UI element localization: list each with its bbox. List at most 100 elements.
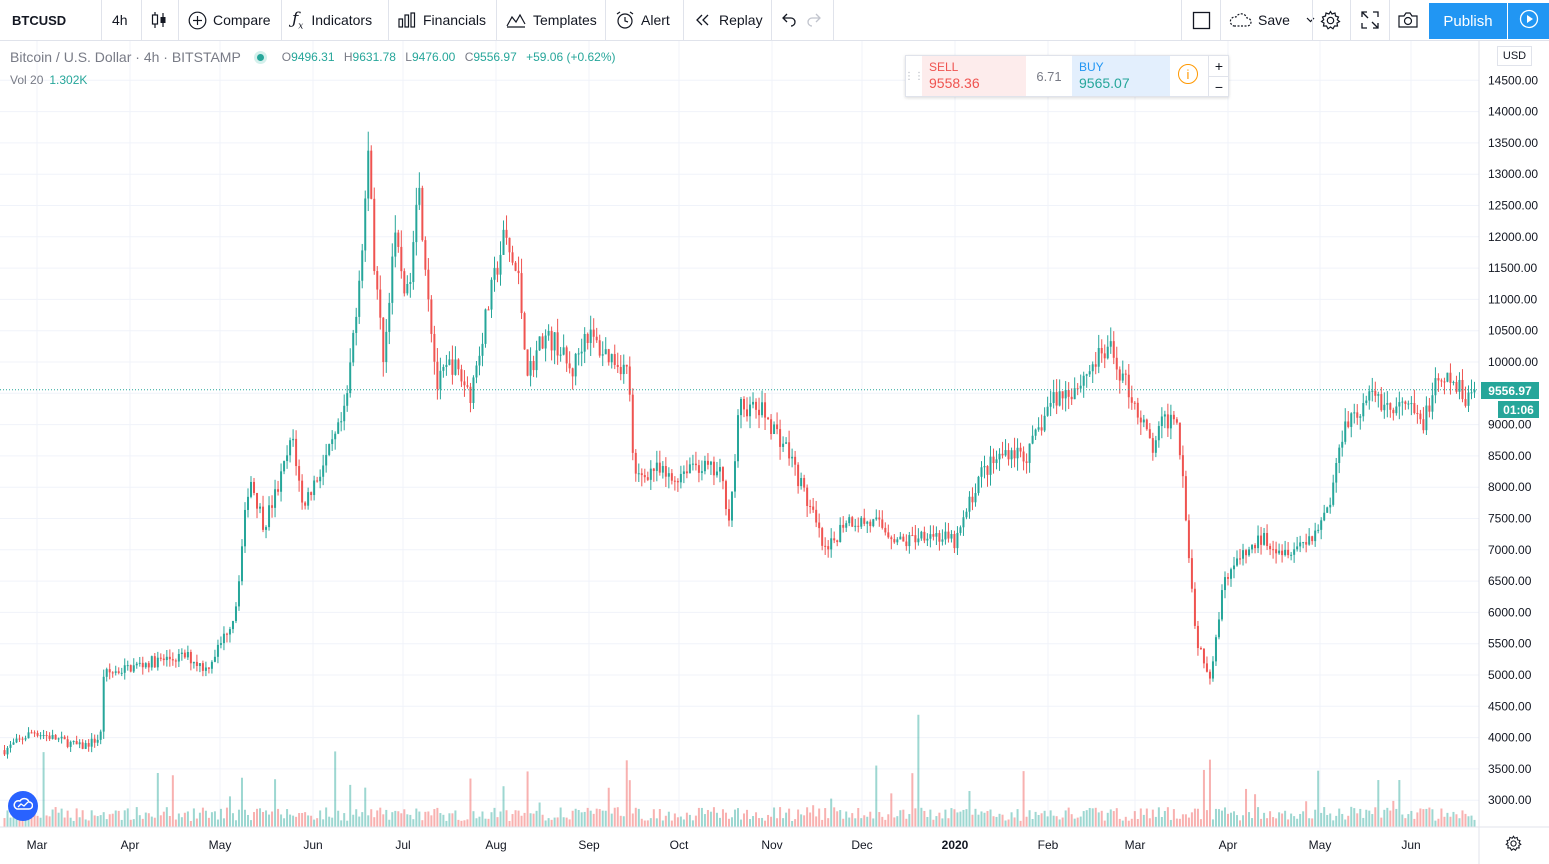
layout-button[interactable] bbox=[1192, 0, 1211, 40]
volume-bar bbox=[364, 787, 367, 827]
volume-bar bbox=[1109, 809, 1112, 827]
candles bbox=[3, 131, 1476, 759]
save-button[interactable]: Save bbox=[1228, 0, 1315, 40]
time-scale-settings-button[interactable] bbox=[1505, 835, 1522, 857]
undo-button[interactable] bbox=[780, 0, 796, 40]
candle-body bbox=[280, 471, 283, 492]
candle-body bbox=[307, 492, 310, 506]
volume-bar bbox=[691, 820, 694, 827]
volume-bar bbox=[938, 812, 941, 827]
volume-bar bbox=[1386, 807, 1389, 827]
volume-legend[interactable]: Vol 20 1.302K bbox=[10, 73, 87, 87]
volume-bar bbox=[499, 811, 502, 827]
publish-button[interactable]: Publish bbox=[1429, 3, 1507, 39]
drag-handle-icon[interactable]: ⋮⋮ bbox=[904, 70, 924, 82]
interval-button[interactable]: 4h bbox=[112, 12, 128, 28]
alert-button[interactable]: Alert bbox=[615, 0, 670, 40]
candle-body bbox=[824, 545, 827, 547]
volume-bar bbox=[520, 815, 523, 827]
snapshot-button[interactable] bbox=[1397, 0, 1419, 40]
publish-play-button[interactable] bbox=[1508, 3, 1549, 39]
settings-button[interactable] bbox=[1320, 0, 1341, 40]
candle-body bbox=[1052, 392, 1055, 403]
volume-bar bbox=[1377, 780, 1380, 827]
candle-body bbox=[896, 539, 899, 543]
candle-body bbox=[646, 477, 649, 480]
buy-button[interactable]: BUY 9565.07 bbox=[1072, 56, 1170, 96]
candle-body bbox=[286, 455, 289, 462]
volume-bar bbox=[183, 812, 186, 827]
plus-button[interactable]: + bbox=[1214, 58, 1224, 74]
candle-body bbox=[1151, 438, 1154, 453]
volume-bar bbox=[174, 819, 177, 827]
candle-body bbox=[592, 329, 595, 337]
currency-badge[interactable]: USD bbox=[1497, 46, 1532, 66]
candle-body bbox=[1326, 507, 1329, 513]
candle-body bbox=[1040, 427, 1043, 431]
volume-bar bbox=[1049, 810, 1052, 827]
volume-bar bbox=[809, 812, 812, 827]
symbol-search-button[interactable]: BTCUSD bbox=[12, 12, 67, 28]
candle-body bbox=[1019, 447, 1022, 452]
price-chart[interactable]: 3000.00 3500.00 4000.00 4500.00 5000.00 5500.… bbox=[0, 41, 1549, 864]
templates-button[interactable]: Templates bbox=[506, 0, 597, 40]
candle-body bbox=[210, 661, 213, 669]
volume-bar bbox=[610, 813, 613, 827]
buy-price: 9565.07 bbox=[1079, 75, 1130, 91]
low-label: L bbox=[405, 50, 412, 64]
info-icon[interactable]: i bbox=[1178, 64, 1198, 84]
candle-body bbox=[168, 656, 171, 660]
financials-button[interactable]: Financials bbox=[398, 0, 486, 40]
minus-button[interactable]: − bbox=[1209, 76, 1229, 97]
candle-body bbox=[358, 280, 361, 317]
symbol-title[interactable]: Bitcoin / U.S. Dollar · 4h · BITSTAMP bbox=[10, 49, 241, 65]
candle-body bbox=[1404, 401, 1407, 404]
buy-sell-panel: ⋮⋮ SELL 9558.36 6.71 BUY 9565.07 i + − bbox=[904, 55, 1229, 97]
volume-bar bbox=[132, 819, 135, 827]
volume-bar bbox=[718, 817, 721, 827]
candle-body bbox=[144, 663, 147, 668]
candle-body bbox=[1317, 529, 1320, 531]
redo-button[interactable] bbox=[807, 0, 823, 40]
candle-body bbox=[99, 731, 102, 740]
price-tick-label: 11000.00 bbox=[1488, 292, 1537, 306]
volume-bar bbox=[562, 817, 565, 827]
candle-body bbox=[1160, 416, 1163, 427]
indicators-button[interactable]: ƒx Indicators bbox=[292, 0, 372, 40]
price-tick-label: 10500.00 bbox=[1488, 324, 1538, 338]
volume-bar bbox=[433, 809, 436, 827]
candle-body bbox=[736, 415, 739, 462]
volume-bar bbox=[538, 802, 541, 827]
volume-bar bbox=[1067, 807, 1070, 827]
volume-bar bbox=[469, 778, 472, 827]
volume-bar bbox=[1157, 807, 1160, 827]
volume-bar bbox=[192, 808, 195, 827]
volume-bar bbox=[703, 814, 706, 827]
sell-button[interactable]: SELL 9558.36 bbox=[922, 56, 1026, 96]
candle-body bbox=[1004, 450, 1007, 456]
volume-bar bbox=[827, 818, 830, 827]
compare-button[interactable]: Compare bbox=[188, 0, 271, 40]
candle-body bbox=[262, 506, 265, 530]
volume-bar bbox=[1461, 810, 1464, 827]
candle-body bbox=[1365, 400, 1368, 404]
volume-bar bbox=[1353, 808, 1356, 827]
candle-body bbox=[292, 438, 295, 441]
chart-style-button[interactable] bbox=[150, 0, 168, 40]
candle-body bbox=[1214, 637, 1217, 662]
volume-bar bbox=[995, 816, 998, 827]
candle-body bbox=[1076, 388, 1079, 390]
volume-bar bbox=[63, 817, 66, 827]
volume-bar bbox=[457, 819, 460, 827]
replay-button[interactable]: Replay bbox=[694, 0, 763, 40]
candle-body bbox=[1323, 512, 1326, 521]
volume-bar bbox=[1428, 807, 1431, 827]
candle-body bbox=[1377, 394, 1380, 396]
candle-body bbox=[767, 417, 770, 420]
tradingview-logo[interactable] bbox=[8, 791, 38, 821]
volume-bar bbox=[102, 812, 105, 827]
candle-body bbox=[325, 454, 328, 466]
candle-body bbox=[370, 150, 373, 199]
volume-bar bbox=[430, 815, 433, 827]
fullscreen-button[interactable] bbox=[1361, 0, 1379, 40]
